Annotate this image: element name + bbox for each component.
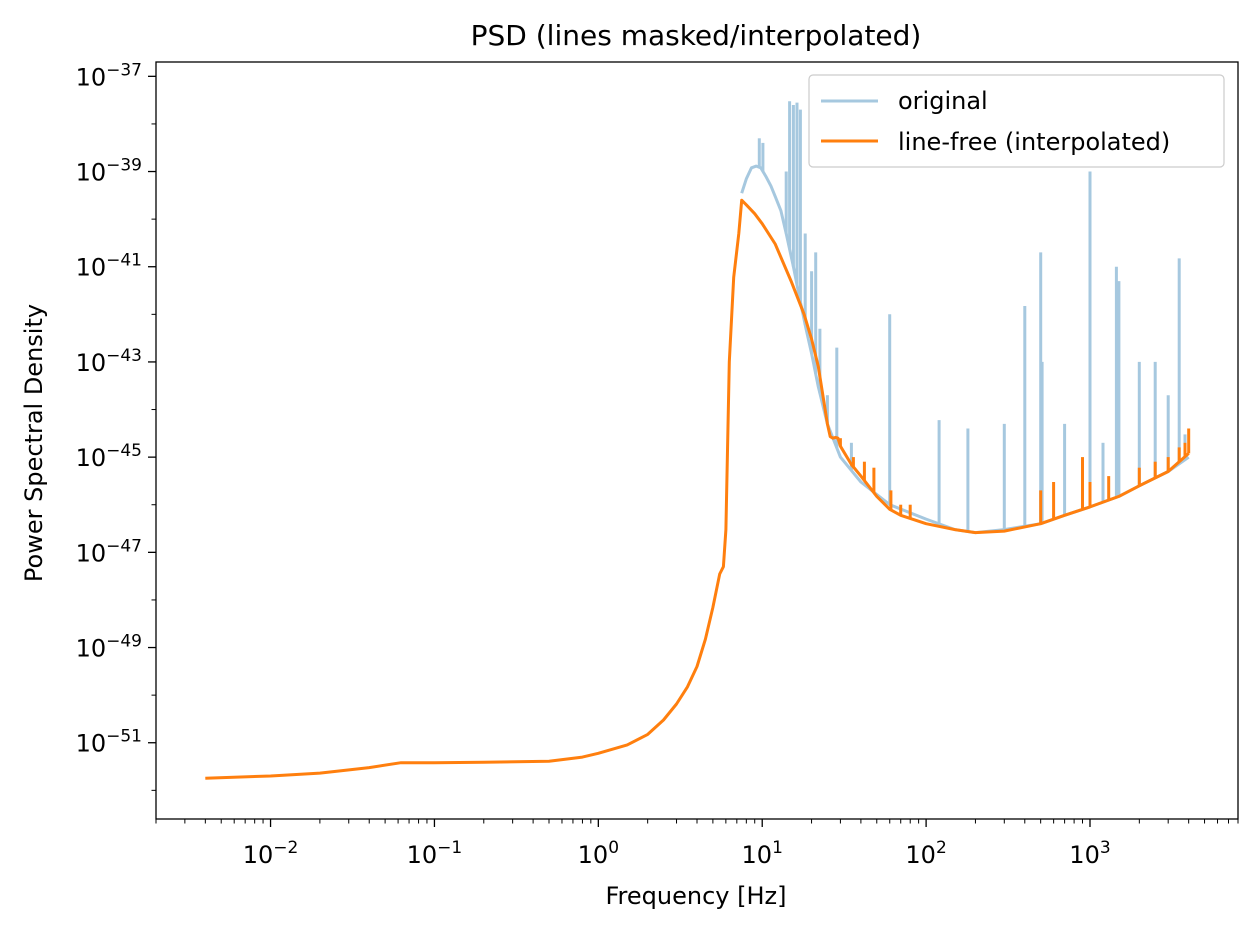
y-tick-label: 10−37	[76, 60, 142, 91]
x-axis-label: Frequency [Hz]	[606, 882, 787, 910]
y-axis-ticks: 10−37 10−39 10−41 10−43 10−45 10−47 10−49 10−51	[76, 60, 156, 791]
series-layer	[205, 101, 1191, 780]
y-tick-label: 10−43	[76, 346, 142, 377]
x-tick-label: 10−2	[243, 838, 299, 869]
series-original	[740, 101, 1190, 535]
y-tick-label: 10−49	[76, 632, 142, 663]
x-tick-label: 100	[578, 838, 619, 869]
x-axis-ticks: 10−2 10−1 100 101 102 103	[155, 819, 1239, 869]
x-tick-label: 103	[1069, 838, 1110, 869]
legend: original line-free (interpolated)	[808, 74, 1225, 168]
plot-frame	[155, 61, 1239, 820]
y-tick-label: 10−47	[76, 536, 142, 567]
legend-label-original: original	[898, 87, 988, 115]
y-tick-label: 10−41	[76, 251, 142, 282]
x-tick-label: 101	[742, 838, 783, 869]
chart-title: PSD (lines masked/interpolated)	[471, 19, 922, 52]
y-tick-label: 10−45	[76, 441, 142, 472]
x-tick-label: 10−1	[407, 838, 463, 869]
y-tick-label: 10−51	[76, 727, 142, 758]
legend-label-line-free: line-free (interpolated)	[898, 128, 1170, 156]
y-axis-label: Power Spectral Density	[20, 304, 48, 582]
x-tick-label: 102	[905, 838, 946, 869]
series-line-line-free-interpolated	[205, 198, 1190, 780]
y-tick-label: 10−39	[76, 156, 142, 187]
legend-box	[808, 74, 1225, 168]
series-line-free-interpolated	[205, 198, 1191, 780]
